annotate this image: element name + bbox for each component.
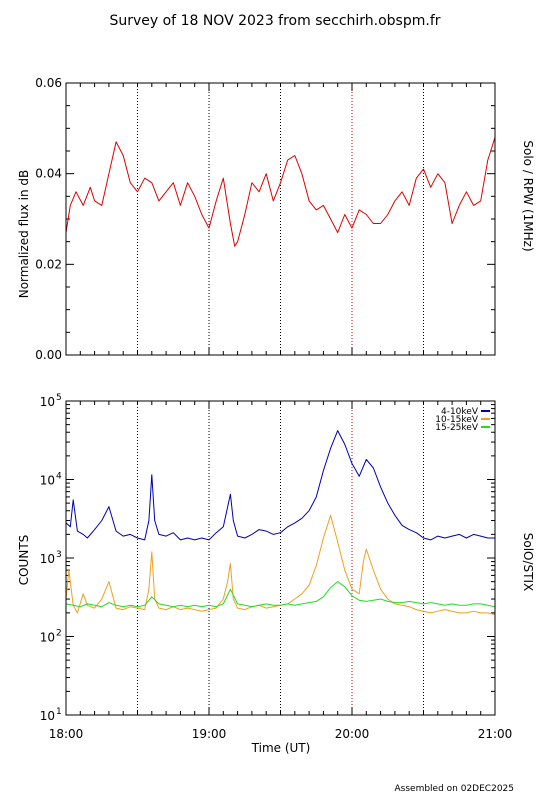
- rpw-y-tick-label: 0.06: [35, 76, 62, 90]
- chart-title: Survey of 18 NOV 2023 from secchirh.obsp…: [109, 13, 440, 29]
- stix-y-tick-exponent: 5: [56, 393, 62, 403]
- x-tick-label: 20:00: [335, 727, 370, 741]
- stix-y-tick-exponent: 4: [56, 472, 62, 482]
- rpw-y-axis-label: Normalized flux in dB: [17, 170, 31, 299]
- stix-series-line-0: [65, 430, 495, 541]
- rpw-y-tick-label: 0.02: [35, 257, 62, 271]
- stix-y-tick-label: 10: [40, 552, 55, 566]
- x-tick-label: 21:00: [478, 727, 513, 741]
- stix-series-line-2: [65, 581, 496, 608]
- stix-y-tick-exponent: 2: [56, 629, 62, 639]
- x-tick-label: 19:00: [192, 727, 227, 741]
- stix-y-tick-label: 10: [40, 474, 55, 488]
- assembled-footer: Assembled on 02DEC2025: [395, 784, 515, 794]
- stix-instrument-label: SolO/STIX: [521, 533, 535, 592]
- legend-entry-label: 15-25keV: [435, 423, 479, 433]
- stix-plot-frame: [65, 400, 496, 716]
- legend-entry-label: 4-10keV: [441, 407, 479, 417]
- x-tick-label: 18:00: [49, 727, 84, 741]
- rpw-panel: 0.00 0.02 0.04 0.06 Normalized flux in dB S…: [17, 76, 535, 362]
- stix-y-axis-label: COUNTS: [17, 535, 31, 586]
- stix-series-line-1: [65, 514, 496, 616]
- stix-y-tick-label: 10: [40, 395, 55, 409]
- rpw-plot-frame: [65, 82, 496, 356]
- rpw-y-tick-label: 0.00: [35, 348, 62, 362]
- stix-y-tick-label: 10: [40, 631, 55, 645]
- stix-y-tick-exponent: 3: [56, 550, 62, 560]
- rpw-y-tick-label: 0.04: [35, 167, 62, 181]
- stix-y-tick-label: 10: [40, 709, 55, 723]
- x-axis-label: Time (UT): [251, 741, 311, 755]
- rpw-series-line-0: [65, 137, 496, 247]
- stix-y-tick-exponent: 1: [56, 707, 62, 717]
- rpw-instrument-label: Solo / RPW (1MHz): [521, 140, 535, 251]
- legend-entry-label: 10-15keV: [435, 415, 479, 425]
